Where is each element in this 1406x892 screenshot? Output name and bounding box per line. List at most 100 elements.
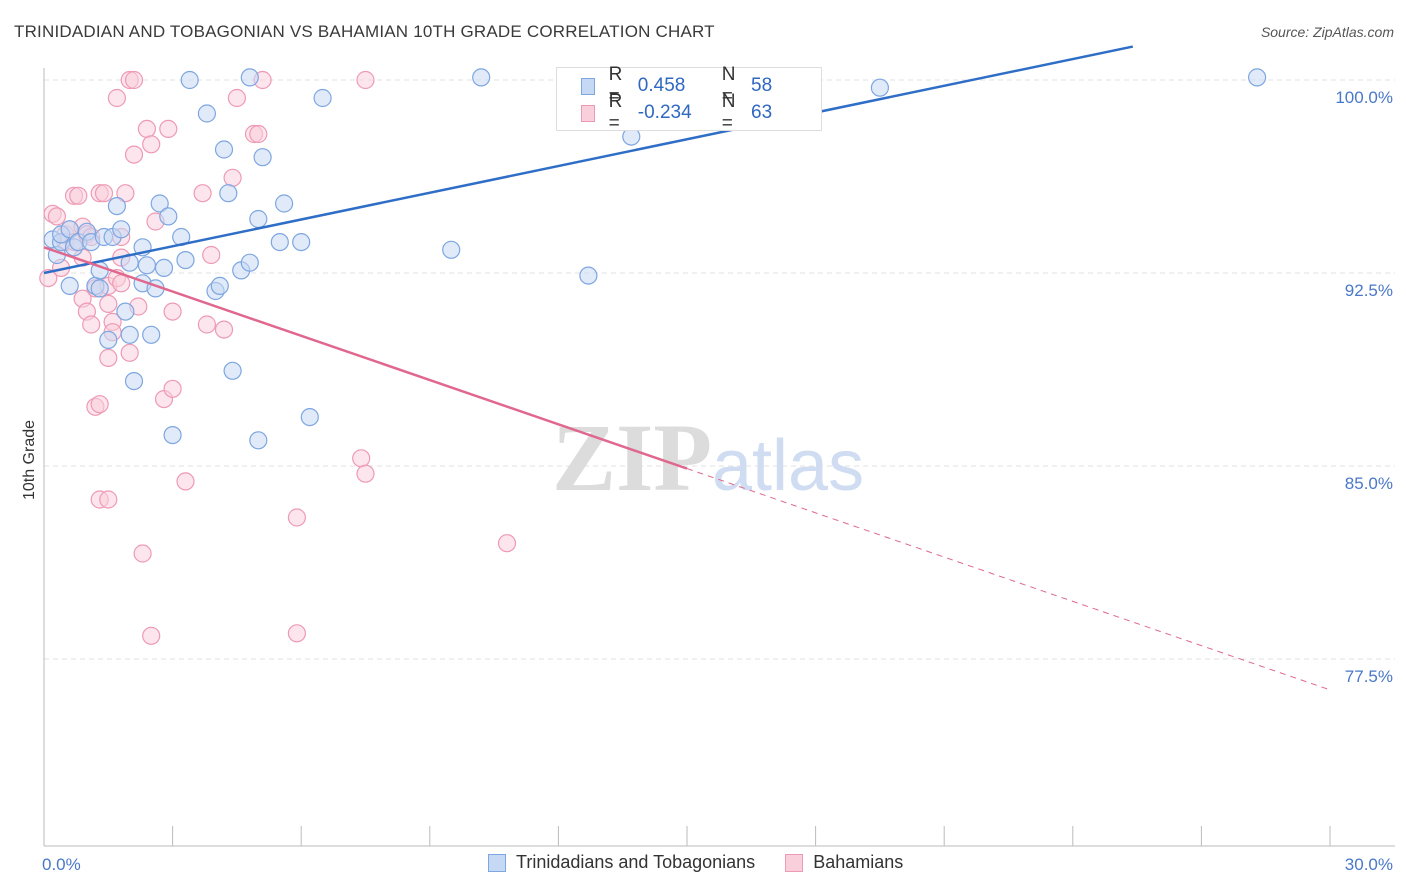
legend: R = 0.458 N = 58 R = -0.234 N = 63 [556,64,822,134]
bahamian-trend-extension [686,468,1331,691]
bahamian-point [137,119,156,138]
bahamian-point [142,626,161,645]
bahamian-point [163,302,182,321]
bahamian-point [94,184,114,203]
trinidadian-point [214,140,234,159]
trinidadian-point [90,279,109,298]
bahamian-point [159,119,178,138]
trinidadian-point [253,148,272,167]
trinidadian-point [1247,68,1267,87]
bahamian-point [223,168,242,187]
trinidadian-point [137,256,156,275]
trinidadian-point [99,330,118,349]
trinidadian-point [107,197,127,216]
trinidadian-points [43,68,1267,450]
trinidadian-point [313,88,332,108]
trinidadian-point [223,361,242,380]
bahamian-point [163,379,182,398]
bahamian-point [287,624,306,643]
legend-swatch-blue [581,77,595,95]
bahamian-point [227,88,246,108]
source-label: Source: ZipAtlas.com [1260,24,1394,40]
trinidadian-point [240,68,259,87]
legend-row-trinidadian: R = 0.458 N = 58 [581,64,821,107]
x-tick-label: 30.0% [1345,855,1393,874]
legend-r-label: R = [608,91,623,134]
bahamian-point [352,449,371,468]
bottom-legend-item-bahamian: Bahamians [785,852,903,873]
bahamian-point [99,348,118,367]
trinidadian-point [249,431,268,450]
bottom-legend-label: Bahamians [813,852,904,872]
y-tick-label: 100.0% [1335,88,1393,107]
bottom-legend-swatch-blue [488,853,506,872]
trinidadian-point [472,68,491,87]
bahamian-point [197,315,216,334]
legend-row-bahamian: R = -0.234 N = 63 [581,91,821,134]
legend-n-label: N = [721,64,736,107]
trinidadian-point [579,266,598,285]
legend-r-label: R = [608,64,623,107]
trinidadian-point [210,276,229,295]
bahamian-trend-line [43,246,688,470]
bahamian-point [120,343,139,362]
bahamian-point [47,207,67,226]
bahamian-point [202,245,221,265]
trinidadian-point [120,325,139,344]
trinidadian-point [116,302,135,321]
bahamian-point [116,184,135,203]
bottom-legend-label: Trinidadians and Tobagonians [516,852,756,872]
trinidadian-point [142,325,161,344]
bahamian-points [39,70,517,645]
bahamian-point [99,294,118,313]
trinidadian-point [219,184,238,203]
bahamian-point [287,508,306,527]
trinidadian-point [176,251,195,270]
bahamian-point [356,464,375,483]
y-tick-label: 85.0% [1345,474,1393,493]
bahamian-point [176,472,195,491]
trinidadian-point [275,194,294,213]
bahamian-point [90,395,109,414]
trinidadian-point [154,258,174,277]
x-tick-label: 0.0% [42,855,81,874]
bahamian-point [124,145,144,164]
trinidadian-point [197,104,216,123]
trinidadian-point [249,209,268,229]
bahamian-point [124,70,144,90]
trinidadian-point [270,233,289,252]
legend-n-value: 58 [751,75,773,96]
trinidadian-point [442,240,461,259]
trinidadian-point [159,207,178,226]
chart-title: TRINIDADIAN AND TOBAGONIAN VS BAHAMIAN 1… [14,22,715,41]
trinidadian-point [292,233,311,252]
legend-swatch-pink [581,104,595,122]
trinidadian-point [60,276,79,295]
gridlines [44,79,1395,660]
bahamian-point [69,186,88,205]
bahamian-point [99,490,118,509]
bahamian-point [193,184,212,203]
legend-r-value: -0.234 [637,102,692,123]
trinidadian-point [150,194,169,213]
axes [43,68,1395,847]
trinidadian-point [870,78,890,97]
bahamian-point [107,88,127,108]
bahamian-point [497,534,517,553]
y-axis-label: 10th Grade [21,420,38,500]
trinidadian-point [112,220,131,239]
watermark-atlas: atlas [712,426,864,506]
trinidadian-point [163,426,182,445]
watermark: ZIP atlas [552,404,864,511]
trinidadian-trend-line [43,45,1134,275]
legend-n-label: N = [721,91,736,134]
bahamian-point [249,124,268,144]
y-tick-label: 92.5% [1345,281,1393,300]
bottom-legend-swatch-pink [785,853,804,872]
bottom-legend-item-trinidadian: Trinidadians and Tobagonians [488,852,755,873]
bahamian-point [82,315,101,334]
trinidadian-point [300,408,319,427]
y-tick-label: 77.5% [1345,667,1393,686]
bahamian-point [142,135,161,154]
legend-r-value: 0.458 [637,75,686,96]
